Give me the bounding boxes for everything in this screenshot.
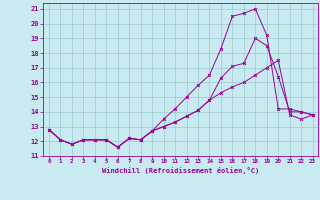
X-axis label: Windchill (Refroidissement éolien,°C): Windchill (Refroidissement éolien,°C)	[102, 167, 260, 174]
